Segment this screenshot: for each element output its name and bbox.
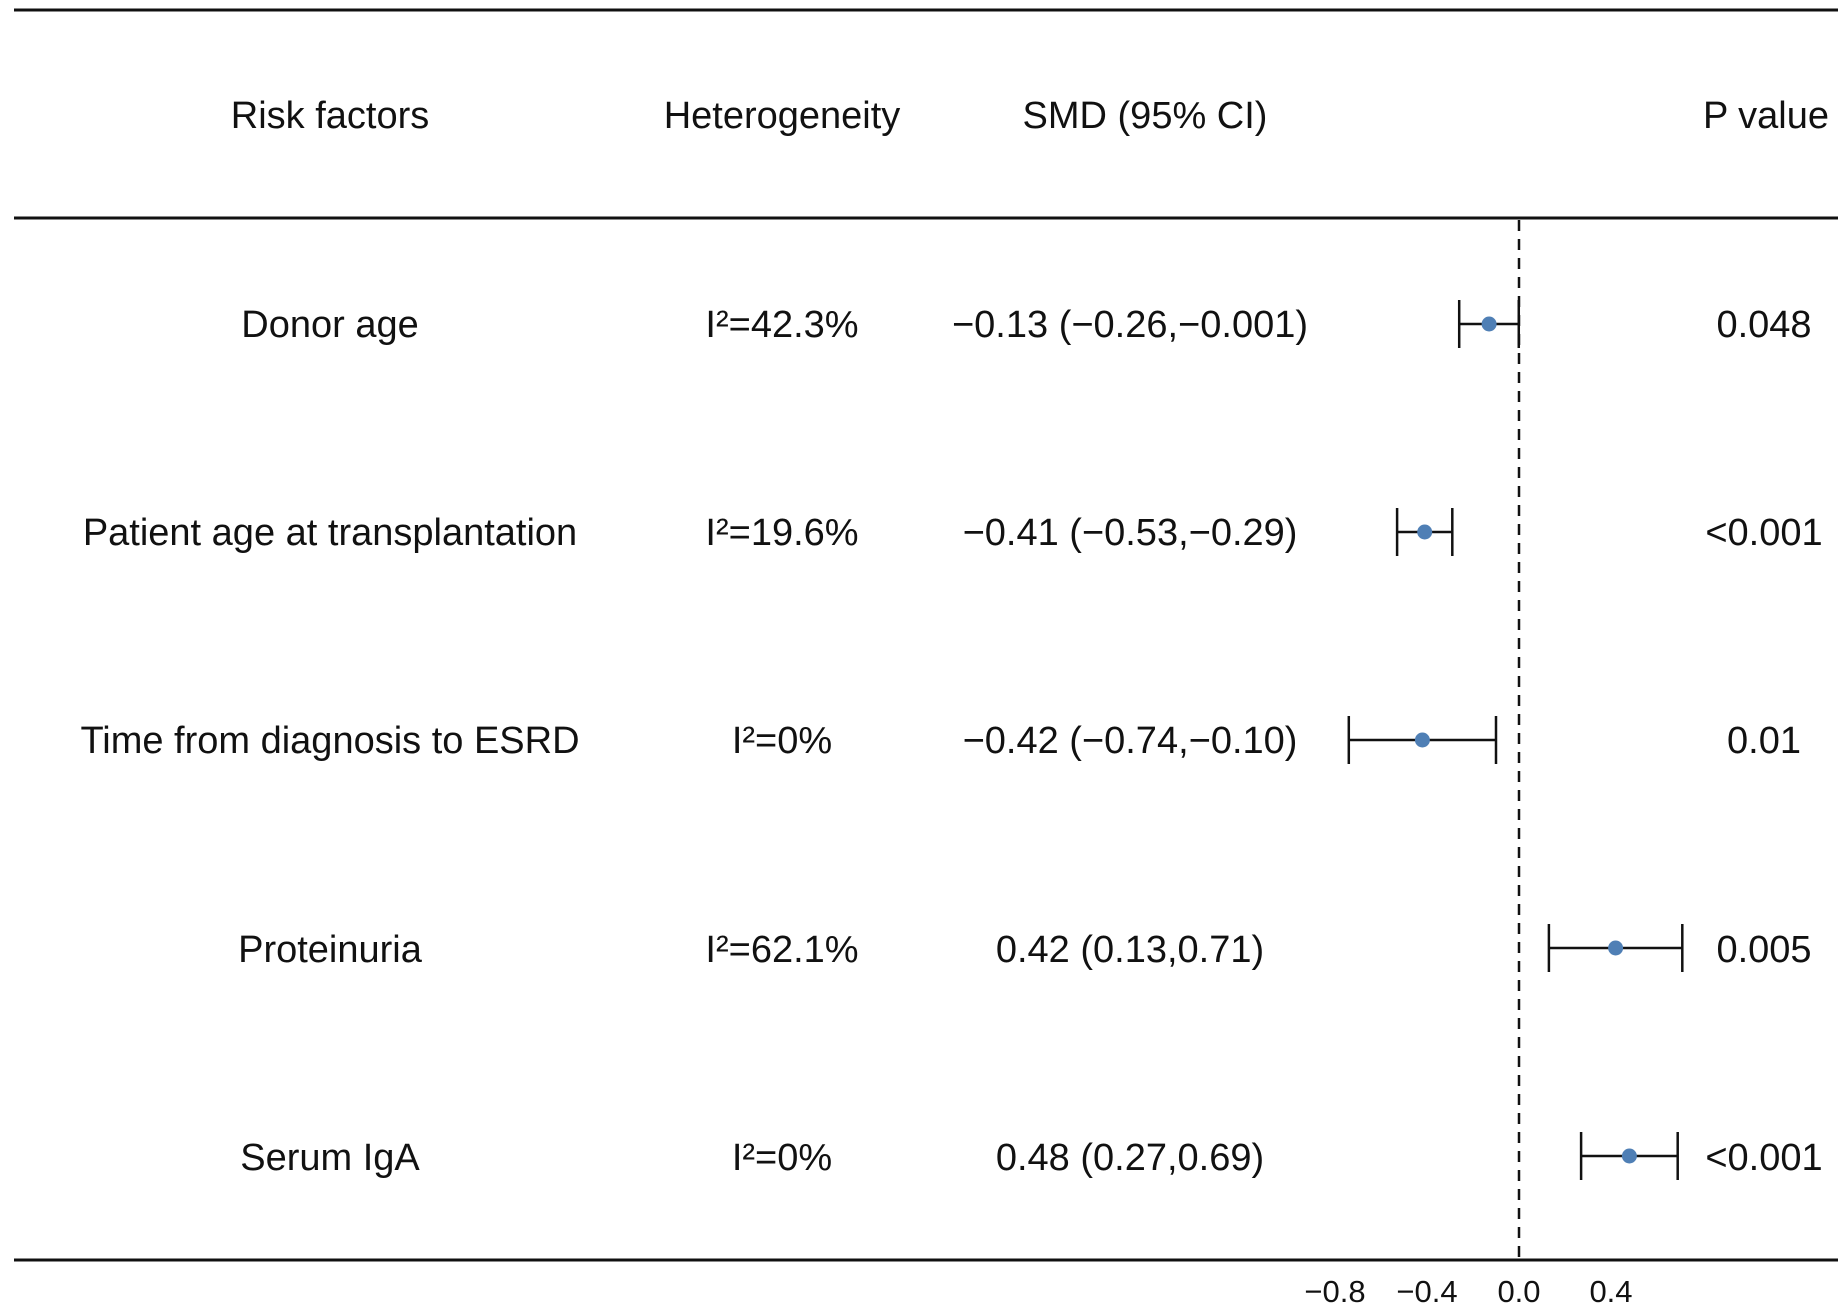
row-p-value: 0.048 [1716, 304, 1811, 346]
row-factor: Proteinuria [238, 929, 423, 971]
row-p-value: <0.001 [1705, 1137, 1822, 1179]
point-estimate [1621, 1148, 1637, 1164]
header-risk-factors: Risk factors [231, 95, 429, 137]
row-factor: Patient age at transplantation [83, 512, 577, 554]
x-tick-label: 0.0 [1497, 1274, 1540, 1309]
row-heterogeneity: I²=0% [732, 1137, 832, 1179]
row-smd-text: −0.13 (−0.26,−0.001) [952, 304, 1308, 346]
row-factor: Time from diagnosis to ESRD [80, 720, 579, 762]
forest-marks: −0.8 −0.4 0.0 0.4 [1304, 220, 1684, 1309]
row-factor: Serum IgA [240, 1137, 420, 1179]
x-tick-label: −0.8 [1304, 1274, 1365, 1309]
row-smd-text: −0.42 (−0.74,−0.10) [963, 720, 1298, 762]
row-p-value: <0.001 [1705, 512, 1822, 554]
x-tick-label: −0.4 [1396, 1274, 1457, 1309]
row-p-value: 0.01 [1727, 720, 1801, 762]
header-smd: SMD (95% CI) [1023, 95, 1268, 137]
row-heterogeneity: I²=42.3% [705, 304, 858, 346]
row-heterogeneity: I²=62.1% [705, 929, 858, 971]
row-heterogeneity: I²=19.6% [705, 512, 858, 554]
point-estimate [1414, 732, 1430, 748]
row-heterogeneity: I²=0% [732, 720, 832, 762]
header-heterogeneity: Heterogeneity [664, 95, 901, 137]
row-p-value: 0.005 [1716, 929, 1811, 971]
row-smd-text: 0.42 (0.13,0.71) [996, 929, 1264, 971]
x-tick-label: 0.4 [1589, 1274, 1632, 1309]
row-smd-text: −0.41 (−0.53,−0.29) [963, 512, 1298, 554]
row-smd-text: 0.48 (0.27,0.69) [996, 1137, 1264, 1179]
point-estimate [1417, 524, 1433, 540]
point-estimate [1608, 940, 1624, 956]
header-p-value: P value [1703, 95, 1829, 137]
row-factor: Donor age [241, 304, 418, 346]
point-estimate [1481, 316, 1497, 332]
